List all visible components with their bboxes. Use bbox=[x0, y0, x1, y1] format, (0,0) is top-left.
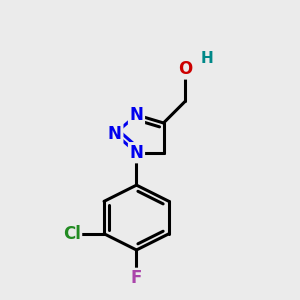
Text: H: H bbox=[200, 51, 213, 66]
Text: N: N bbox=[130, 106, 143, 124]
Text: N: N bbox=[130, 144, 143, 162]
Text: Cl: Cl bbox=[63, 225, 81, 243]
Text: N: N bbox=[108, 125, 122, 143]
Text: F: F bbox=[131, 269, 142, 287]
Text: O: O bbox=[178, 60, 192, 78]
